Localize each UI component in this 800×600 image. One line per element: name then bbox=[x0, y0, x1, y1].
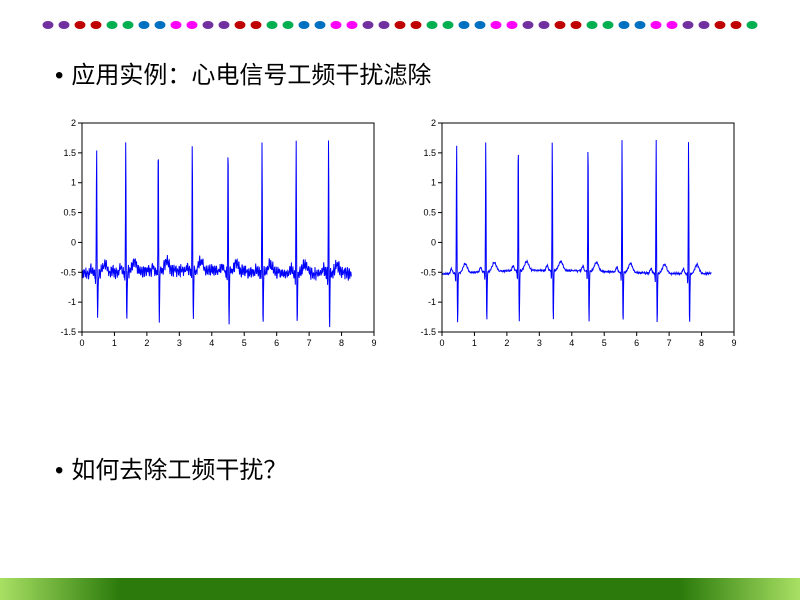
svg-text:3: 3 bbox=[177, 338, 182, 348]
svg-text:-1: -1 bbox=[68, 297, 76, 307]
svg-text:2: 2 bbox=[504, 338, 509, 348]
decorative-dots-border bbox=[40, 18, 760, 30]
bullet-dot: • bbox=[55, 62, 63, 89]
svg-text:-0.5: -0.5 bbox=[60, 267, 76, 277]
bottom-decorative-stripe bbox=[0, 578, 800, 600]
svg-text:1: 1 bbox=[431, 178, 436, 188]
svg-text:1: 1 bbox=[71, 178, 76, 188]
svg-text:7: 7 bbox=[307, 338, 312, 348]
svg-text:2: 2 bbox=[144, 338, 149, 348]
svg-text:7: 7 bbox=[667, 338, 672, 348]
svg-text:0: 0 bbox=[439, 338, 444, 348]
bullet-dot: • bbox=[55, 457, 63, 484]
charts-row: 0 1 2 3 4 5 6 7 8 9 -1.5 -1 -0.5 0 0.5 1 1.5 2 0 1 2 3 4 5 6 7 8 9… bbox=[50, 115, 740, 350]
svg-text:1.5: 1.5 bbox=[423, 148, 436, 158]
svg-text:0: 0 bbox=[71, 237, 76, 247]
svg-text:0.5: 0.5 bbox=[63, 208, 76, 218]
svg-text:0: 0 bbox=[431, 237, 436, 247]
svg-text:8: 8 bbox=[339, 338, 344, 348]
svg-text:5: 5 bbox=[242, 338, 247, 348]
svg-text:3: 3 bbox=[537, 338, 542, 348]
svg-text:0.5: 0.5 bbox=[423, 208, 436, 218]
svg-text:8: 8 bbox=[699, 338, 704, 348]
svg-text:6: 6 bbox=[634, 338, 639, 348]
svg-text:5: 5 bbox=[602, 338, 607, 348]
svg-text:-1.5: -1.5 bbox=[60, 327, 76, 337]
question-text: 如何去除工频干扰？ bbox=[71, 457, 287, 484]
svg-text:-1: -1 bbox=[428, 297, 436, 307]
svg-text:-1.5: -1.5 bbox=[420, 327, 436, 337]
svg-text:9: 9 bbox=[371, 338, 376, 348]
svg-text:2: 2 bbox=[431, 118, 436, 128]
question-bullet: • 如何去除工频干扰？ bbox=[55, 450, 287, 485]
svg-text:0: 0 bbox=[79, 338, 84, 348]
svg-text:1: 1 bbox=[112, 338, 117, 348]
svg-text:6: 6 bbox=[274, 338, 279, 348]
svg-text:1: 1 bbox=[472, 338, 477, 348]
svg-text:-0.5: -0.5 bbox=[420, 267, 436, 277]
title-text: 应用实例：心电信号工频干扰滤除 bbox=[71, 62, 431, 89]
svg-text:4: 4 bbox=[569, 338, 574, 348]
svg-text:4: 4 bbox=[209, 338, 214, 348]
title-bullet: • 应用实例：心电信号工频干扰滤除 bbox=[55, 55, 431, 90]
svg-text:2: 2 bbox=[71, 118, 76, 128]
svg-text:1.5: 1.5 bbox=[63, 148, 76, 158]
svg-text:9: 9 bbox=[731, 338, 736, 348]
ecg-noisy-chart: 0 1 2 3 4 5 6 7 8 9 -1.5 -1 -0.5 0 0.5 1 1.5 2 bbox=[50, 115, 380, 350]
ecg-filtered-chart: 0 1 2 3 4 5 6 7 8 9 -1.5 -1 -0.5 0 0.5 1 1.5 2 bbox=[410, 115, 740, 350]
